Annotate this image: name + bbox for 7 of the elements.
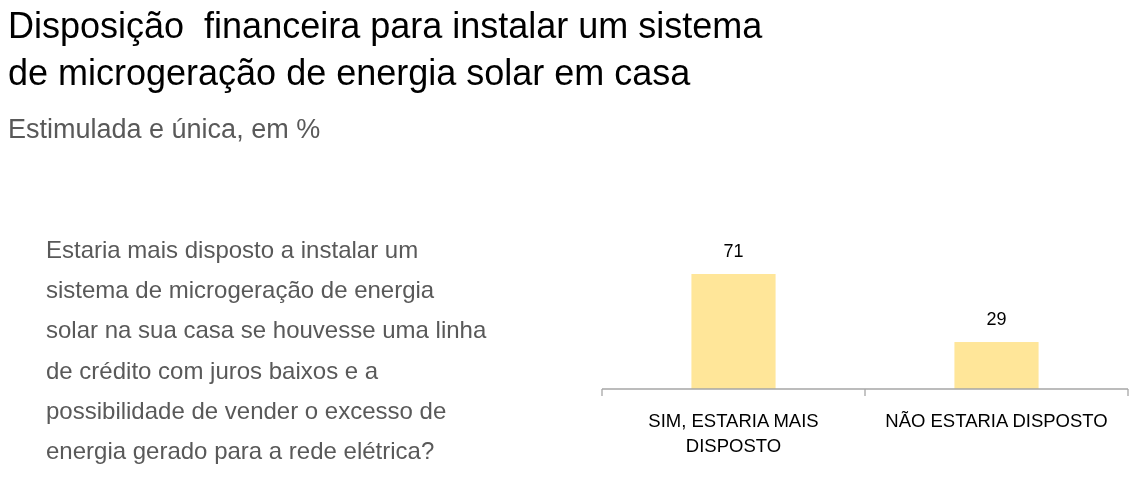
x-tick-label: SIM, ESTARIA MAIS DISPOSTO [648, 410, 819, 456]
text: Estimulada e única, em % [8, 114, 321, 144]
chart-title: Disposição financeira para instalar um sistema de microgeração de energia solar em casa [8, 5, 764, 93]
data-label: 29 [986, 309, 1007, 330]
data-label: 71 [723, 241, 744, 261]
x-tick-label: NÃO ESTARIA DISPOSTO [885, 410, 1108, 431]
text: Estaria mais disposto a instalar um sistema de microgeração de energia solar na sua casa se houvesse uma linha de crédito com juros baixos e a possibilidade de vender o excesso de energia gerado para a rede elétrica? [46, 236, 487, 464]
